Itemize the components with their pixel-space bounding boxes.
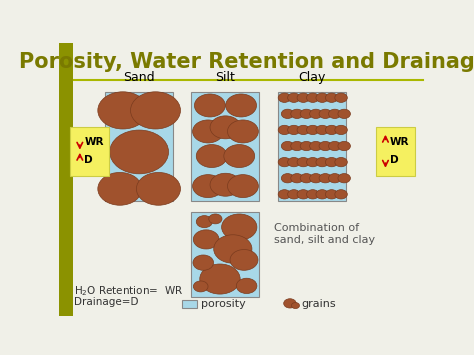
Circle shape bbox=[316, 93, 328, 102]
Bar bbox=[182, 300, 197, 308]
Circle shape bbox=[328, 141, 341, 151]
Circle shape bbox=[230, 250, 258, 270]
Circle shape bbox=[307, 93, 319, 102]
Circle shape bbox=[98, 92, 148, 129]
Circle shape bbox=[224, 144, 255, 168]
FancyBboxPatch shape bbox=[70, 126, 109, 176]
Circle shape bbox=[335, 93, 347, 102]
Circle shape bbox=[328, 174, 341, 183]
Circle shape bbox=[291, 141, 303, 151]
Text: Sand: Sand bbox=[123, 71, 155, 84]
Bar bbox=[278, 92, 346, 201]
Circle shape bbox=[310, 174, 322, 183]
Circle shape bbox=[338, 109, 350, 119]
Circle shape bbox=[130, 92, 181, 129]
Circle shape bbox=[300, 141, 313, 151]
Circle shape bbox=[335, 190, 347, 199]
Circle shape bbox=[281, 141, 294, 151]
Circle shape bbox=[319, 141, 331, 151]
Circle shape bbox=[297, 158, 310, 167]
Circle shape bbox=[281, 109, 294, 119]
Circle shape bbox=[278, 125, 291, 135]
Circle shape bbox=[284, 299, 296, 308]
Circle shape bbox=[335, 125, 347, 135]
Circle shape bbox=[288, 93, 300, 102]
Text: WR: WR bbox=[390, 137, 410, 147]
Circle shape bbox=[193, 255, 213, 270]
Circle shape bbox=[226, 94, 256, 117]
Text: WR: WR bbox=[84, 137, 104, 147]
Bar bbox=[191, 92, 259, 201]
Circle shape bbox=[300, 174, 313, 183]
Circle shape bbox=[307, 190, 319, 199]
Circle shape bbox=[325, 93, 338, 102]
Circle shape bbox=[335, 158, 347, 167]
Circle shape bbox=[338, 174, 350, 183]
Circle shape bbox=[297, 125, 310, 135]
Circle shape bbox=[192, 175, 223, 198]
Circle shape bbox=[297, 190, 310, 199]
Circle shape bbox=[325, 158, 338, 167]
Circle shape bbox=[228, 175, 258, 198]
Circle shape bbox=[310, 109, 322, 119]
Circle shape bbox=[325, 190, 338, 199]
Circle shape bbox=[316, 158, 328, 167]
Circle shape bbox=[194, 94, 225, 117]
Circle shape bbox=[297, 93, 310, 102]
Text: Porosity, Water Retention and Drainage: Porosity, Water Retention and Drainage bbox=[19, 52, 474, 72]
Circle shape bbox=[196, 144, 227, 168]
Text: H$_2$O Retention=  WR: H$_2$O Retention= WR bbox=[74, 284, 183, 298]
Circle shape bbox=[338, 141, 350, 151]
Circle shape bbox=[214, 235, 252, 263]
Circle shape bbox=[319, 109, 331, 119]
Bar bbox=[191, 212, 259, 297]
Circle shape bbox=[200, 264, 240, 294]
Text: grains: grains bbox=[301, 299, 336, 309]
Text: porosity: porosity bbox=[201, 299, 246, 309]
Circle shape bbox=[137, 173, 181, 205]
Circle shape bbox=[316, 190, 328, 199]
Circle shape bbox=[319, 174, 331, 183]
Bar bbox=[59, 43, 73, 316]
Circle shape bbox=[291, 109, 303, 119]
Circle shape bbox=[291, 174, 303, 183]
Circle shape bbox=[237, 278, 257, 294]
Circle shape bbox=[98, 173, 142, 205]
Circle shape bbox=[110, 130, 169, 174]
Circle shape bbox=[292, 302, 300, 308]
Circle shape bbox=[328, 109, 341, 119]
Text: Combination of
sand, silt and clay: Combination of sand, silt and clay bbox=[274, 223, 375, 245]
Circle shape bbox=[210, 116, 241, 139]
Text: D: D bbox=[84, 155, 93, 165]
FancyBboxPatch shape bbox=[376, 126, 415, 176]
Circle shape bbox=[310, 141, 322, 151]
Circle shape bbox=[325, 125, 338, 135]
Circle shape bbox=[192, 120, 223, 143]
Text: Drainage=D: Drainage=D bbox=[74, 297, 138, 307]
Circle shape bbox=[228, 120, 258, 143]
Circle shape bbox=[210, 173, 241, 196]
Circle shape bbox=[209, 214, 222, 224]
Circle shape bbox=[288, 190, 300, 199]
Circle shape bbox=[307, 125, 319, 135]
Circle shape bbox=[288, 125, 300, 135]
Circle shape bbox=[307, 158, 319, 167]
Circle shape bbox=[316, 125, 328, 135]
Circle shape bbox=[193, 230, 219, 249]
Bar bbox=[105, 92, 173, 201]
Circle shape bbox=[278, 93, 291, 102]
Circle shape bbox=[278, 190, 291, 199]
Text: Silt: Silt bbox=[216, 71, 236, 84]
Text: D: D bbox=[390, 155, 399, 165]
Circle shape bbox=[288, 158, 300, 167]
Circle shape bbox=[196, 215, 212, 228]
Circle shape bbox=[300, 109, 313, 119]
Circle shape bbox=[193, 281, 208, 292]
Text: Clay: Clay bbox=[298, 71, 326, 84]
Circle shape bbox=[278, 158, 291, 167]
Circle shape bbox=[281, 174, 294, 183]
Circle shape bbox=[222, 214, 257, 240]
